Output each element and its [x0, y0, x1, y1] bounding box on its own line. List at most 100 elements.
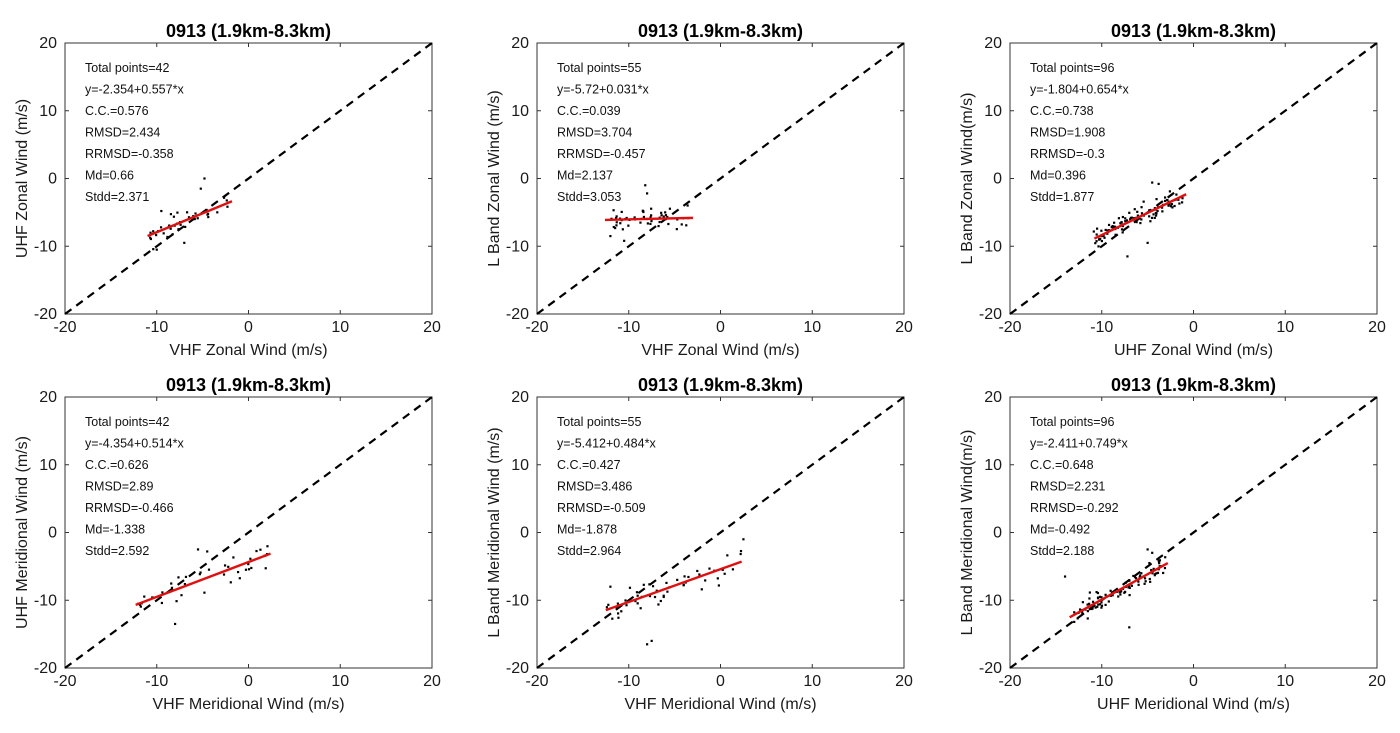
stat-annotation: Total points=55	[557, 415, 641, 429]
stat-annotation: y=-1.804+0.654*x	[1030, 83, 1129, 97]
stat-annotation: RRMSD=-0.292	[1030, 501, 1119, 515]
y-tick-label: 10	[511, 103, 529, 120]
regression-line	[1069, 561, 1169, 619]
data-point	[650, 219, 653, 223]
stat-annotation: RRMSD=-0.3	[1030, 147, 1105, 161]
data-point	[650, 639, 653, 642]
data-point	[623, 239, 626, 242]
y-tick-label: 0	[993, 171, 1002, 188]
data-point	[155, 248, 158, 251]
data-point	[177, 576, 180, 579]
data-point	[1094, 242, 1097, 245]
data-point	[1149, 580, 1152, 583]
data-point	[635, 591, 639, 594]
data-point	[1177, 198, 1180, 201]
data-point	[651, 585, 655, 588]
data-point	[667, 222, 670, 226]
data-point	[696, 569, 699, 573]
data-point	[739, 552, 742, 556]
y-tick-label: 0	[520, 171, 529, 188]
data-point	[1161, 210, 1164, 213]
data-point	[1104, 593, 1107, 596]
stat-annotation: y=-2.411+0.749*x	[1030, 437, 1129, 451]
data-point	[1117, 217, 1120, 220]
stat-annotation: Md=-1.878	[557, 523, 617, 537]
data-point	[1124, 220, 1127, 223]
data-point	[149, 236, 152, 239]
data-point	[1181, 197, 1184, 200]
stat-annotation: Md=-0.492	[1030, 523, 1090, 537]
data-point	[1148, 209, 1151, 212]
data-point	[726, 554, 729, 557]
data-point	[1150, 216, 1154, 220]
data-point	[1128, 579, 1131, 582]
stat-annotation: y=-2.354+0.557*x	[85, 83, 184, 97]
data-point	[641, 209, 644, 212]
data-point	[1154, 572, 1157, 576]
data-point	[1135, 220, 1138, 224]
data-point	[1142, 200, 1145, 203]
y-tick-label: -10	[506, 238, 529, 255]
y-tick-label: -10	[34, 592, 57, 609]
y-tick-label: -10	[34, 238, 57, 255]
data-point	[184, 225, 187, 228]
y-axis-label: UHF Zonal Wind (m/s)	[14, 99, 31, 258]
identity-line	[536, 42, 905, 315]
data-point	[1143, 577, 1147, 580]
x-tick-label: -10	[617, 673, 640, 690]
stat-annotation: Stdd=1.877	[1030, 190, 1094, 204]
stat-annotation: Md=2.137	[557, 169, 613, 183]
y-tick-label: 0	[48, 525, 57, 542]
data-point	[1148, 561, 1151, 565]
x-tick-label: 0	[716, 673, 725, 690]
data-point	[1107, 600, 1110, 603]
data-point	[1088, 591, 1091, 594]
data-point	[1158, 559, 1161, 562]
data-point	[1119, 593, 1122, 596]
data-point	[180, 594, 183, 597]
data-point	[708, 567, 711, 570]
data-point	[1133, 208, 1136, 211]
data-point	[1088, 602, 1091, 605]
data-point	[249, 557, 252, 560]
x-tick-label: 20	[1368, 319, 1386, 336]
data-point	[1095, 227, 1099, 230]
data-point	[1086, 617, 1089, 620]
x-tick-label: 10	[1276, 673, 1294, 690]
x-tick-label: 0	[1189, 319, 1198, 336]
data-point	[1111, 594, 1114, 597]
data-point	[615, 224, 618, 227]
data-point	[174, 622, 177, 626]
x-axis-label: UHF Meridional Wind (m/s)	[1097, 696, 1290, 713]
stat-annotation: C.C.=0.626	[85, 458, 149, 472]
data-point	[614, 226, 617, 230]
x-tick-label: 20	[895, 319, 913, 336]
data-point	[203, 177, 206, 180]
data-point	[198, 573, 201, 576]
stat-annotation: C.C.=0.427	[557, 458, 621, 472]
data-point	[1100, 604, 1104, 607]
data-point	[1136, 214, 1139, 217]
data-point	[662, 215, 665, 218]
data-point	[739, 549, 743, 553]
data-point	[658, 220, 661, 224]
data-point	[1148, 577, 1151, 581]
y-tick-label: -20	[979, 306, 1002, 323]
data-point	[649, 216, 652, 219]
data-point	[1160, 206, 1164, 209]
data-point	[1096, 591, 1100, 595]
panel-1: 0913 (1.9km-8.3km) -20 -10 0 10 20 -20 -10 0 10 20…	[14, 21, 441, 359]
data-point	[149, 237, 153, 241]
data-point	[1098, 595, 1102, 598]
panel-4: 0913 (1.9km-8.3km) -20 -10 0 10 20 -20 -10 0 10 20…	[14, 375, 441, 713]
data-point	[1170, 202, 1173, 206]
data-point	[682, 584, 685, 587]
data-point	[1146, 241, 1149, 244]
data-point	[687, 575, 690, 579]
data-point	[222, 196, 226, 199]
data-point	[1097, 597, 1100, 600]
regression-line	[604, 216, 694, 222]
data-point	[1078, 608, 1082, 611]
data-point	[628, 586, 632, 589]
stat-annotation: RRMSD=-0.358	[85, 147, 174, 161]
